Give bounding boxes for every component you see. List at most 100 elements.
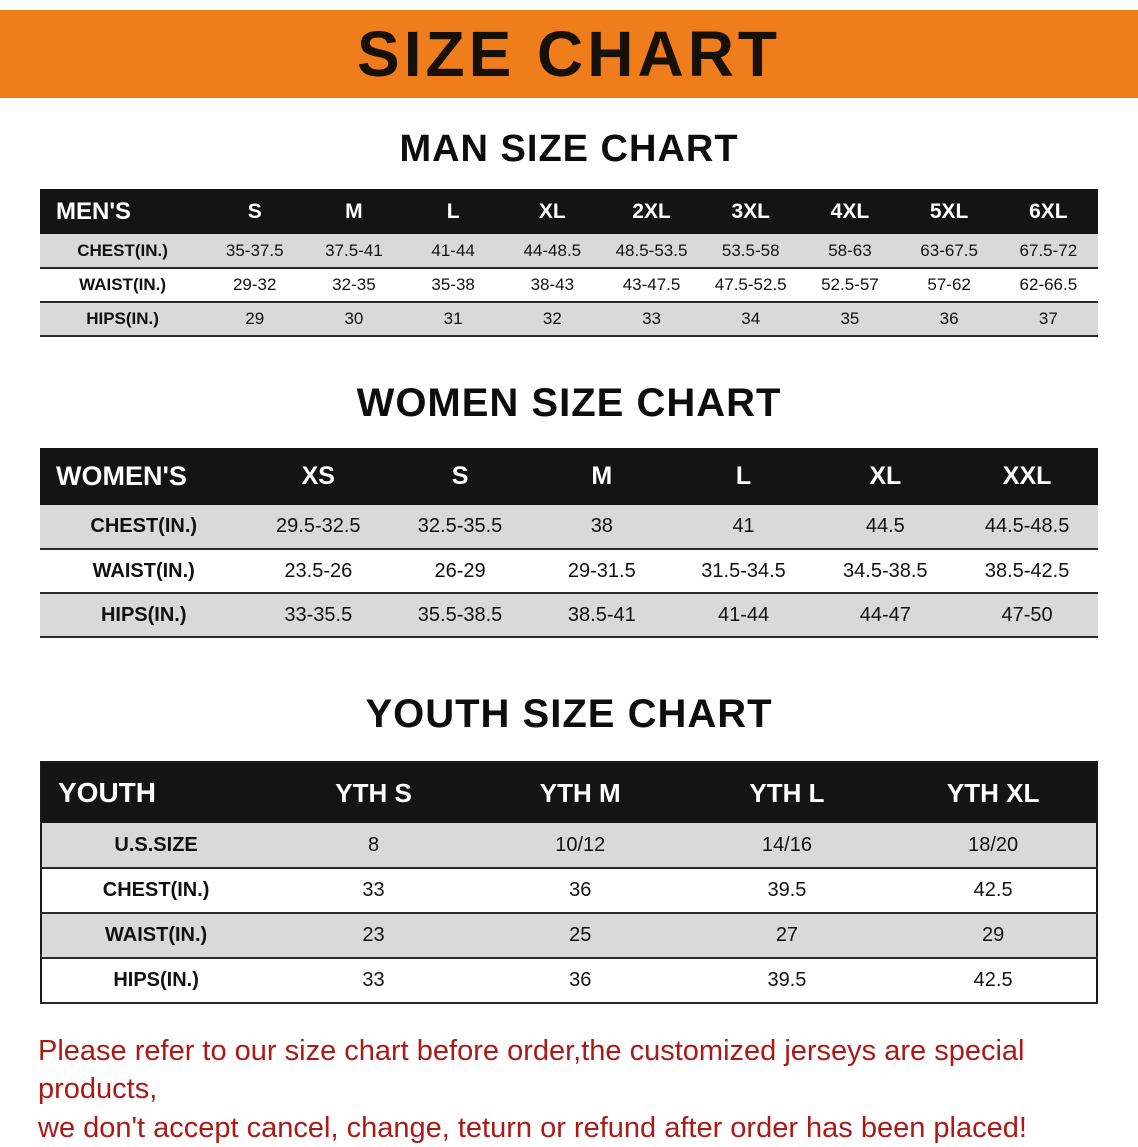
women-size-section: WOMEN SIZE CHART WOMEN'S XS S M L XL XXL CHEST(… [0, 381, 1138, 638]
size-column-header: XL [814, 448, 957, 505]
size-column-header: S [389, 448, 531, 505]
size-value-cell: 34 [741, 309, 761, 328]
size-value-cell: 35-37.5 [225, 240, 284, 260]
size-value-cell: 67.5-72 [1019, 240, 1078, 260]
size-column-header: 4XL [800, 189, 900, 234]
table-header-row: WOMEN'S XS S M L XL XXL [40, 448, 1098, 505]
row-label: WAIST(IN.) [104, 924, 208, 946]
table-row: WAIST(IN.) 23 25 27 29 [41, 913, 1097, 958]
size-value-cell: 31.5-34.5 [701, 559, 786, 582]
size-value-cell: 35-38 [431, 275, 475, 294]
disclaimer: Please refer to our size chart before or… [38, 1032, 1100, 1147]
row-label: CHEST(IN.) [90, 515, 198, 537]
row-label: WAIST(IN.) [79, 275, 166, 294]
size-value-cell: 44.5-48.5 [984, 515, 1070, 537]
size-value-cell: 32-35 [332, 275, 376, 294]
size-value-cell: 57-62 [927, 275, 971, 294]
size-value-cell: 47.5-52.5 [714, 275, 787, 294]
size-column-header: YTH S [270, 762, 477, 823]
banner: SIZE CHART [0, 10, 1138, 98]
size-value-cell: 37.5-41 [325, 240, 383, 260]
size-value-cell: 18/20 [968, 833, 1019, 856]
size-column-header: M [304, 189, 404, 234]
size-value-cell: 8 [367, 833, 380, 856]
size-value-cell: 44-47 [859, 603, 911, 626]
size-column-header: YTH L [683, 762, 891, 823]
size-value-cell: 62-66.5 [1019, 275, 1078, 294]
size-value-cell: 27 [775, 924, 799, 946]
size-value-cell: 33 [362, 969, 385, 991]
size-value-cell: 44.5 [865, 515, 905, 537]
disclaimer-line-2: we don't accept cancel, change, teturn o… [38, 1111, 1027, 1144]
table-row: CHEST(IN.) 29.5-32.5 32.5-35.5 38 41 44.5 44.5… [40, 505, 1098, 549]
table-header-row: YOUTH YTH S YTH M YTH L YTH XL [41, 762, 1097, 823]
size-value-cell: 23 [362, 924, 385, 946]
size-value-cell: 32 [542, 309, 562, 328]
size-value-cell: 63-67.5 [920, 240, 978, 260]
size-value-cell: 35.5-38.5 [417, 603, 503, 626]
table-row: HIPS(IN.) 33 36 39.5 42.5 [41, 958, 1097, 1003]
size-chart-page: SIZE CHART MAN SIZE CHART MEN'S S M L XL 2XL 3… [0, 10, 1138, 1147]
size-value-cell: 41-44 [717, 603, 770, 626]
size-value-cell: 31 [443, 309, 463, 328]
size-value-cell: 32.5-35.5 [417, 515, 503, 537]
table-row: WAIST(IN.) 29-32 32-35 35-38 38-43 43-47.5 47.… [40, 268, 1098, 302]
row-label: WAIST(IN.) [92, 559, 195, 582]
table-row: CHEST(IN.) 35-37.5 37.5-41 41-44 44-48.5 48.5… [40, 234, 1098, 268]
size-value-cell: 39.5 [767, 969, 807, 991]
size-value-cell: 26-29 [434, 559, 486, 582]
youth-section-heading: YOUTH SIZE CHART [365, 692, 773, 736]
size-value-cell: 38-43 [530, 275, 575, 294]
size-value-cell: 29-32 [232, 275, 277, 294]
size-value-cell: 53.5-58 [721, 240, 780, 260]
size-column-header: XL [502, 189, 602, 234]
size-column-header: L [403, 189, 503, 234]
size-value-cell: 41 [732, 515, 755, 537]
size-value-cell: 36 [569, 879, 592, 901]
size-column-header: 3XL [701, 189, 801, 234]
size-value-cell: 38 [590, 515, 613, 537]
page-title: SIZE CHART [357, 18, 781, 90]
size-value-cell: 25 [569, 924, 592, 946]
youth-size-section: YOUTH SIZE CHART YOUTH YTH S YTH M YTH L YTH… [0, 692, 1138, 1004]
men-size-table: MEN'S S M L XL 2XL 3XL 4XL 5XL 6XL CHEST(IN.) 35-37… [40, 189, 1098, 337]
size-value-cell: 38.5-41 [567, 603, 636, 626]
size-value-cell: 52.5-57 [821, 275, 879, 294]
youth-size-table: YOUTH YTH S YTH M YTH L YTH XL U.S.SIZE 8 10/12… [40, 761, 1098, 1004]
size-column-header: 5XL [899, 189, 999, 234]
size-value-cell: 39.5 [767, 879, 807, 901]
size-column-header: S [205, 189, 305, 234]
row-label: U.S.SIZE [114, 833, 198, 856]
size-value-cell: 36 [569, 969, 592, 991]
table-row: CHEST(IN.) 33 36 39.5 42.5 [41, 868, 1097, 913]
size-value-cell: 29 [982, 924, 1005, 946]
size-value-cell: 33 [642, 309, 661, 328]
size-value-cell: 29-31.5 [567, 559, 636, 582]
table-header-row: MEN'S S M L XL 2XL 3XL 4XL 5XL 6XL [40, 189, 1098, 234]
size-value-cell: 29 [245, 309, 265, 328]
row-label: HIPS(IN.) [86, 309, 159, 328]
row-label: HIPS(IN.) [100, 603, 187, 626]
table-row: WAIST(IN.) 23.5-26 26-29 29-31.5 31.5-34.5 34… [40, 549, 1098, 593]
women-section-heading: WOMEN SIZE CHART [356, 381, 782, 425]
size-value-cell: 42.5 [973, 969, 1013, 991]
disclaimer-line-1: Please refer to our size chart before or… [38, 1035, 1025, 1106]
size-value-cell: 34.5-38.5 [843, 559, 928, 582]
row-label: CHEST(IN.) [77, 240, 168, 260]
table-row: U.S.SIZE 8 10/12 14/16 18/20 [41, 823, 1097, 868]
size-value-cell: 58-63 [828, 240, 872, 260]
size-value-cell: 33-35.5 [284, 603, 353, 626]
size-column-header: XXL [956, 448, 1098, 505]
size-value-cell: 30 [344, 309, 364, 328]
table-corner-label: WOMEN'S [40, 448, 248, 505]
size-value-cell: 36 [939, 309, 959, 328]
table-corner-label: MEN'S [40, 189, 206, 234]
size-column-header: 2XL [601, 189, 702, 234]
size-column-header: XS [247, 448, 390, 505]
size-value-cell: 35 [840, 309, 860, 328]
table-corner-label: YOUTH [41, 762, 271, 823]
size-column-header: YTH XL [890, 762, 1097, 823]
men-size-section: MAN SIZE CHART MEN'S S M L XL 2XL 3XL 4XL 5XL 6XL… [0, 128, 1138, 337]
table-row: HIPS(IN.) 29 30 31 32 33 34 35 36 37 [40, 302, 1098, 336]
size-value-cell: 42.5 [973, 879, 1013, 901]
